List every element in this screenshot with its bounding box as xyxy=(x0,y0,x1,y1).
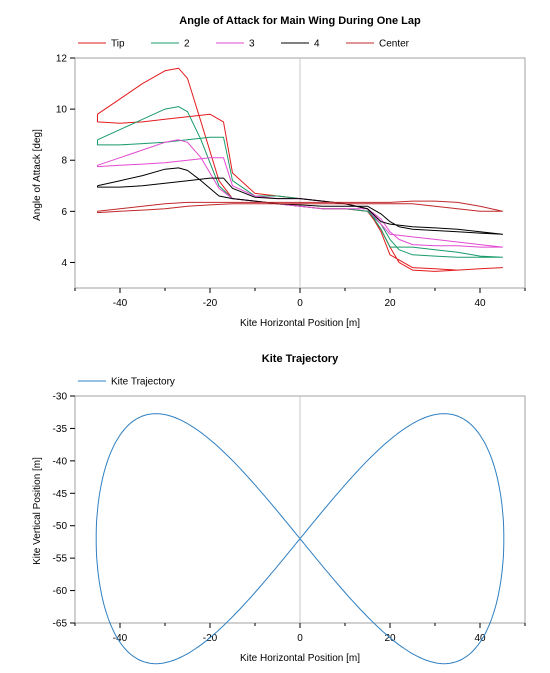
y-tick-label: -55 xyxy=(53,554,68,565)
series-line-kite-trajectory xyxy=(95,413,505,665)
y-tick-label: 6 xyxy=(61,207,67,218)
trajectory-chart-title: Kite Trajectory xyxy=(262,353,339,365)
y-tick-label: -65 xyxy=(53,619,68,630)
series-line-tip xyxy=(97,67,503,272)
trajectory-y-axis-label: Kite Vertical Position [m] xyxy=(32,457,43,565)
legend-label: Kite Trajectory xyxy=(111,377,175,388)
series-line-center xyxy=(97,200,503,214)
aoa-chart: Angle of Attack for Main Wing During One… xyxy=(32,15,526,329)
y-tick-label: -45 xyxy=(53,489,68,500)
x-tick-label: 40 xyxy=(474,298,486,309)
series-line-3 xyxy=(97,139,503,248)
y-tick-label: -30 xyxy=(53,392,68,403)
aoa-plot-area: -40 -20 0 20 40 4 6 8 10 12 xyxy=(56,54,526,309)
series-line-4 xyxy=(97,167,503,235)
trajectory-plot-area: -40 -20 0 20 40-30-35-40-45-50-55-60-65 xyxy=(53,392,526,665)
x-tick-label: -40 xyxy=(113,298,128,309)
legend-label: 4 xyxy=(314,39,320,50)
trajectory-legend: Kite Trajectory xyxy=(78,377,175,388)
x-tick-label: 20 xyxy=(384,298,396,309)
x-tick-label: 0 xyxy=(297,633,303,644)
aoa-x-axis-label: Kite Horizontal Position [m] xyxy=(240,318,360,329)
y-tick-label: 12 xyxy=(56,54,68,65)
aoa-legend: Tip 2 3 4 Center xyxy=(78,39,410,50)
y-tick-label: 10 xyxy=(56,105,68,116)
legend-label: 3 xyxy=(249,39,255,50)
series-line-2 xyxy=(97,106,503,258)
y-tick-label: 4 xyxy=(61,258,67,269)
legend-label: Tip xyxy=(111,39,125,50)
trajectory-x-axis-label: Kite Horizontal Position [m] xyxy=(240,653,360,664)
legend-label: 2 xyxy=(184,39,190,50)
x-tick-label: -40 xyxy=(113,633,128,644)
y-tick-label: -50 xyxy=(53,521,68,532)
y-tick-label: -40 xyxy=(53,456,68,467)
y-tick-label: 8 xyxy=(61,156,67,167)
aoa-chart-title: Angle of Attack for Main Wing During One… xyxy=(179,15,421,27)
x-tick-label: -20 xyxy=(203,298,218,309)
trajectory-chart: Kite Trajectory Kite Trajectory -40 -20 0 2… xyxy=(32,353,526,665)
x-tick-label: 40 xyxy=(474,633,486,644)
x-tick-label: 0 xyxy=(297,298,303,309)
legend-label: Center xyxy=(379,39,410,50)
y-tick-label: -35 xyxy=(53,424,68,435)
aoa-y-axis-label: Angle of Attack [deg] xyxy=(32,129,43,221)
x-tick-label: -20 xyxy=(203,633,218,644)
y-tick-label: -60 xyxy=(53,586,68,597)
